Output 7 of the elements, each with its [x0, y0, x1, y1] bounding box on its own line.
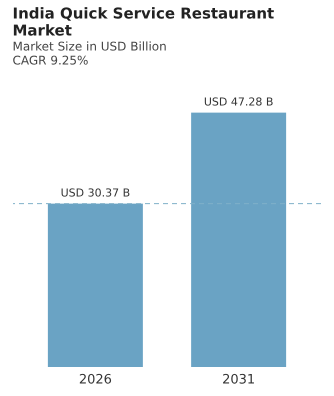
data-label: USD 47.28 B: [204, 96, 274, 109]
data-label: USD 30.37 B: [60, 186, 130, 200]
text: CAGR 9.25%: [12, 54, 88, 68]
chart-title: India Quick Service Restaurant Market: [12, 4, 274, 40]
x-tick-label: 2026: [78, 372, 112, 388]
chart-subtitle: Market Size in USD Billion: [12, 40, 167, 54]
x-tick-label: 2031: [222, 372, 256, 388]
